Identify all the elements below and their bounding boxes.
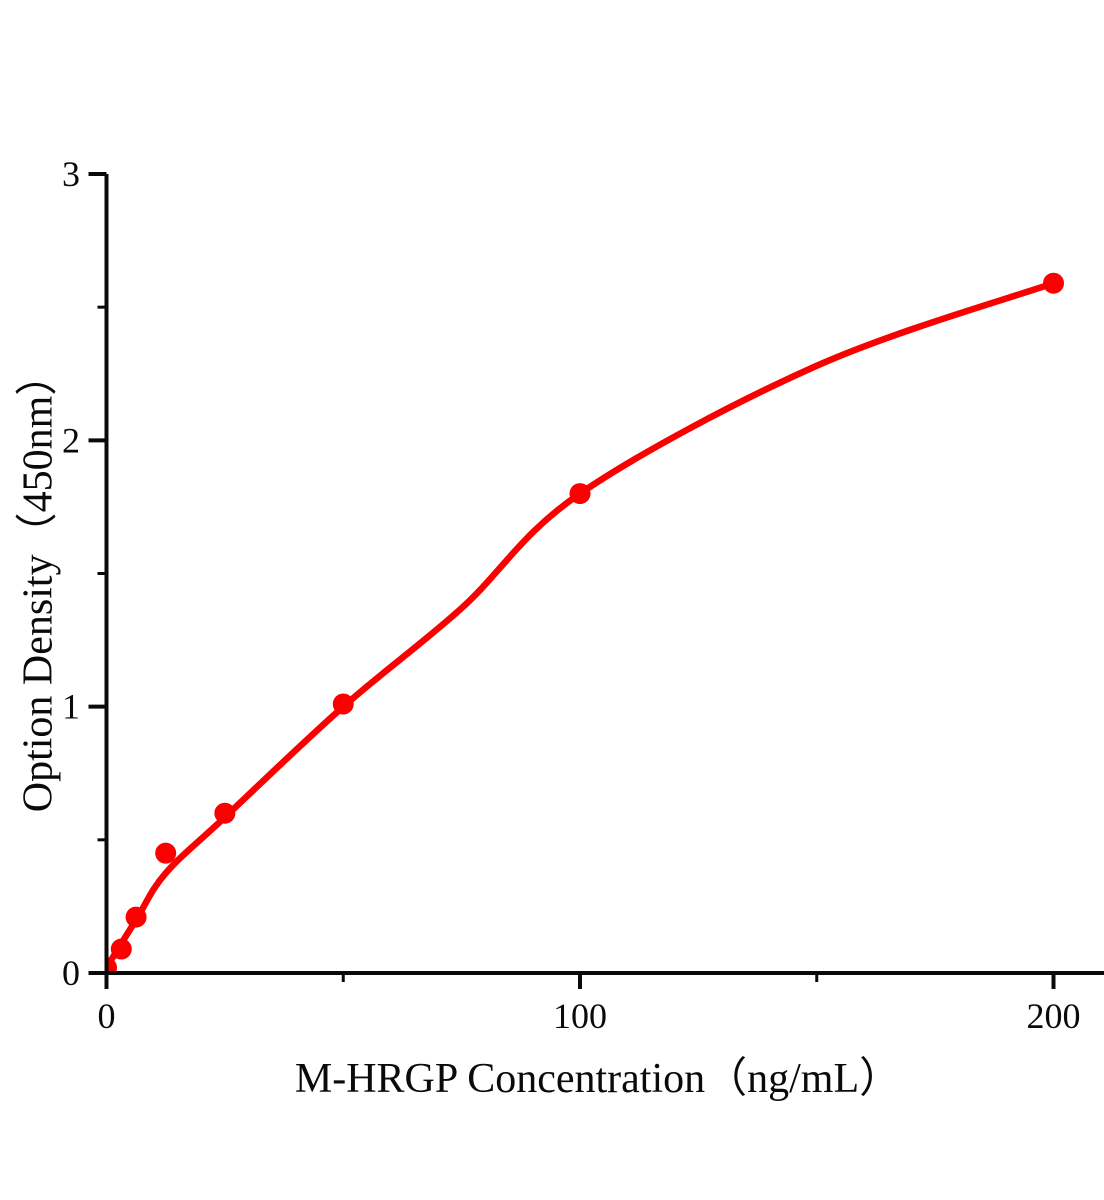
data-point (125, 906, 147, 928)
data-point (108, 957, 117, 971)
data-point (1043, 272, 1064, 294)
tick-labels: 0 1 2 3 0 100 200 (62, 154, 1081, 1036)
data-point (110, 938, 132, 960)
data-point (214, 802, 236, 824)
fitted-curve (108, 279, 1057, 971)
axes (88, 172, 1104, 989)
y-tick-label: 3 (62, 154, 80, 194)
minor-ticks (97, 305, 819, 982)
data-point (569, 483, 591, 505)
x-tick-label: 100 (553, 996, 607, 1036)
data-point (332, 693, 354, 715)
x-axis-title: M-HRGP Concentration（ng/mL） (294, 1056, 902, 1102)
x-tick-label: 0 (98, 996, 116, 1036)
y-tick-label: 2 (62, 420, 80, 460)
x-tick-label: 200 (1027, 996, 1081, 1036)
y-tick-label: 1 (62, 687, 80, 727)
data-point (155, 842, 177, 864)
y-tick-label: 0 (62, 953, 80, 993)
data-points (108, 272, 1064, 971)
y-axis-title: Option Density（450nm） (15, 353, 62, 813)
